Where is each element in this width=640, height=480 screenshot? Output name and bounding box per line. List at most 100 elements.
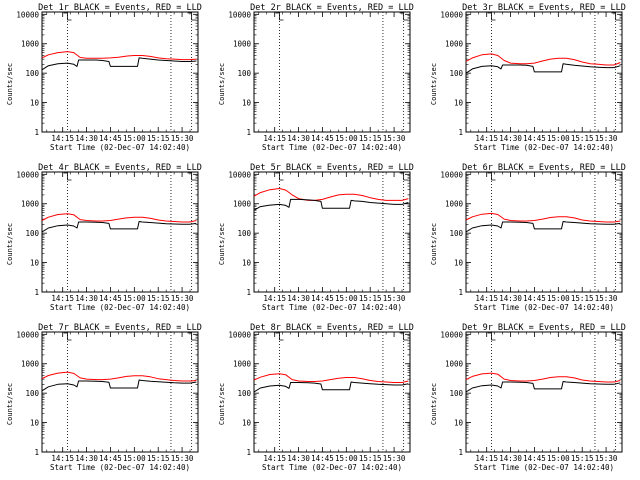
x-tick-label: 15:00 <box>547 134 570 143</box>
y-tick-label: 1 <box>458 128 463 137</box>
detector-panel: Det 2r BLACK = Events, RED = LLD 1 10 100 10… <box>218 3 414 152</box>
interval-bracket-mark <box>487 332 496 341</box>
interval-bracket-mark <box>611 172 620 181</box>
y-tick-label: 10000 <box>228 10 251 19</box>
x-tick-label: 15:15 <box>571 294 594 303</box>
x-tick-label: 15:30 <box>383 294 406 303</box>
x-tick-label: 14:15 <box>475 134 498 143</box>
y-tick-label: 10000 <box>16 10 39 19</box>
y-tick-label: 100 <box>237 389 251 398</box>
y-tick-label: 10 <box>454 99 464 108</box>
y-axis-label: Counts/sec <box>6 223 14 265</box>
events-series-line <box>41 379 197 392</box>
x-tick-label: 14:30 <box>75 454 98 463</box>
panel-title: Det 3r BLACK = Events, RED = LLD <box>462 3 626 13</box>
interval-bracket-mark <box>275 332 284 341</box>
x-tick-label: 15:15 <box>571 454 594 463</box>
panel-title: Det 2r BLACK = Events, RED = LLD <box>250 3 414 13</box>
detector-panel: Det 4r BLACK = Events, RED = LLD 1 10 100 10… <box>6 163 202 312</box>
y-tick-label: 10 <box>242 99 252 108</box>
x-tick-label: 15:15 <box>571 134 594 143</box>
panel-title: Det 8r BLACK = Events, RED = LLD <box>250 323 414 333</box>
y-tick-label: 1000 <box>21 360 40 369</box>
x-tick-label: 14:30 <box>499 294 522 303</box>
interval-bracket-mark <box>63 12 72 21</box>
x-axis-label: Start Time (02-Dec-07 14:02:40) <box>262 463 402 472</box>
y-axis-label: Counts/sec <box>430 63 438 105</box>
y-tick-label: 100 <box>25 389 39 398</box>
lld-series-line <box>253 373 409 383</box>
x-tick-label: 14:45 <box>523 454 546 463</box>
plot-frame <box>41 11 199 133</box>
x-tick-label: 14:15 <box>475 454 498 463</box>
x-tick-label: 15:00 <box>123 134 146 143</box>
x-tick-label: 15:30 <box>171 134 194 143</box>
x-tick-label: 14:15 <box>475 294 498 303</box>
events-series-line <box>253 381 409 393</box>
x-tick-label: 15:15 <box>359 294 382 303</box>
x-tick-label: 14:45 <box>523 294 546 303</box>
lld-series-line <box>465 53 621 66</box>
y-tick-label: 10000 <box>228 330 251 339</box>
events-series-line <box>465 63 621 74</box>
plot-frame <box>41 171 199 293</box>
y-tick-label: 1 <box>458 288 463 297</box>
interval-bracket-mark <box>487 12 496 21</box>
x-tick-label: 14:30 <box>499 134 522 143</box>
y-tick-label: 10 <box>30 259 40 268</box>
y-tick-label: 1 <box>458 448 463 457</box>
interval-bracket-mark <box>611 332 620 341</box>
panel-title: Det 4r BLACK = Events, RED = LLD <box>38 163 202 173</box>
plot-frame <box>253 11 411 133</box>
y-tick-label: 100 <box>25 69 39 78</box>
lld-series-line <box>465 212 621 223</box>
y-tick-label: 100 <box>25 229 39 238</box>
x-tick-label: 15:15 <box>359 454 382 463</box>
y-tick-label: 1 <box>34 448 39 457</box>
panel-title: Det 5r BLACK = Events, RED = LLD <box>250 163 414 173</box>
y-tick-label: 1 <box>246 128 251 137</box>
y-axis-label: Counts/sec <box>218 63 226 105</box>
interval-bracket-mark <box>399 12 408 21</box>
y-tick-label: 10000 <box>228 170 251 179</box>
y-axis-label: Counts/sec <box>430 383 438 425</box>
events-series-line <box>465 221 621 233</box>
interval-bracket-mark <box>611 12 620 21</box>
panel-title: Det 7r BLACK = Events, RED = LLD <box>38 323 202 333</box>
y-tick-label: 10 <box>454 259 464 268</box>
y-tick-label: 10 <box>242 419 252 428</box>
x-tick-label: 15:15 <box>359 134 382 143</box>
x-tick-label: 14:30 <box>287 294 310 303</box>
plot-frame <box>253 331 411 453</box>
detector-panel: Det 1r BLACK = Events, RED = LLD 1 10 100 10… <box>6 3 202 152</box>
lld-series-line <box>41 371 197 382</box>
y-axis-label: Counts/sec <box>218 223 226 265</box>
events-series-line <box>465 381 621 393</box>
y-tick-label: 10000 <box>440 330 463 339</box>
y-tick-label: 10 <box>30 419 40 428</box>
y-tick-label: 1000 <box>233 360 252 369</box>
plot-frame <box>465 331 623 453</box>
x-tick-label: 14:45 <box>311 454 334 463</box>
x-tick-label: 15:30 <box>595 134 618 143</box>
x-tick-label: 14:30 <box>287 454 310 463</box>
interval-bracket-mark <box>63 172 72 181</box>
plot-frame <box>465 171 623 293</box>
y-tick-label: 1 <box>246 288 251 297</box>
x-tick-label: 15:00 <box>123 294 146 303</box>
detector-panel: Det 7r BLACK = Events, RED = LLD 1 10 100 10… <box>6 323 202 472</box>
x-axis-label: Start Time (02-Dec-07 14:02:40) <box>50 143 190 152</box>
y-tick-label: 1000 <box>21 200 40 209</box>
x-tick-label: 15:00 <box>335 134 358 143</box>
x-tick-label: 15:00 <box>547 294 570 303</box>
panel-title: Det 9r BLACK = Events, RED = LLD <box>462 323 626 333</box>
y-tick-label: 10000 <box>440 170 463 179</box>
y-tick-label: 100 <box>237 229 251 238</box>
detector-panel: Det 9r BLACK = Events, RED = LLD 1 10 100 10… <box>430 323 626 472</box>
x-axis-label: Start Time (02-Dec-07 14:02:40) <box>474 143 614 152</box>
x-tick-label: 15:00 <box>123 454 146 463</box>
x-tick-label: 14:45 <box>311 134 334 143</box>
y-tick-label: 100 <box>449 389 463 398</box>
y-axis-label: Counts/sec <box>218 383 226 425</box>
y-tick-label: 1000 <box>445 360 464 369</box>
